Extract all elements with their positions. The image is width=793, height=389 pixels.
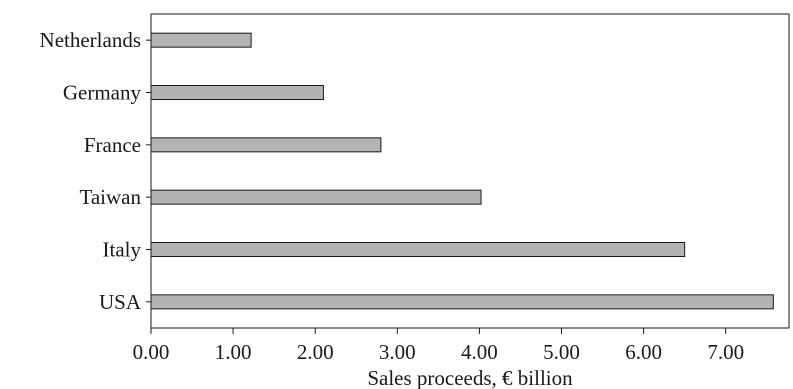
x-axis-title: Sales proceeds, € billion [367, 366, 573, 389]
x-tick-label: 3.00 [379, 340, 416, 364]
bar-taiwan [150, 189, 482, 205]
category-label-france: France [84, 133, 141, 157]
x-tick-label: 4.00 [461, 340, 498, 364]
bar-netherlands [150, 32, 252, 48]
x-tick-label: 5.00 [543, 340, 580, 364]
x-tick-label: 0.00 [133, 340, 170, 364]
category-label-italy: Italy [103, 238, 142, 262]
x-tick-label: 7.00 [707, 340, 744, 364]
x-axis-ticks: 0.00 1.00 2.00 3.00 4.00 5.00 6.00 7.00 [133, 328, 744, 364]
category-labels: Netherlands Germany France Taiwan Italy USA [40, 28, 142, 314]
x-tick-label: 6.00 [625, 340, 662, 364]
bars-group [150, 32, 774, 310]
bar-germany [150, 85, 324, 100]
y-axis-ticks [146, 39, 151, 303]
category-label-germany: Germany [63, 81, 142, 105]
x-tick-label: 1.00 [215, 340, 252, 364]
bar-france [150, 137, 382, 153]
plot-frame [150, 13, 790, 329]
category-label-netherlands: Netherlands [40, 28, 141, 52]
bar-italy [150, 242, 686, 257]
category-label-taiwan: Taiwan [79, 185, 141, 209]
category-label-usa: USA [99, 290, 142, 314]
x-tick-label: 2.00 [297, 340, 334, 364]
bar-usa [150, 294, 774, 310]
